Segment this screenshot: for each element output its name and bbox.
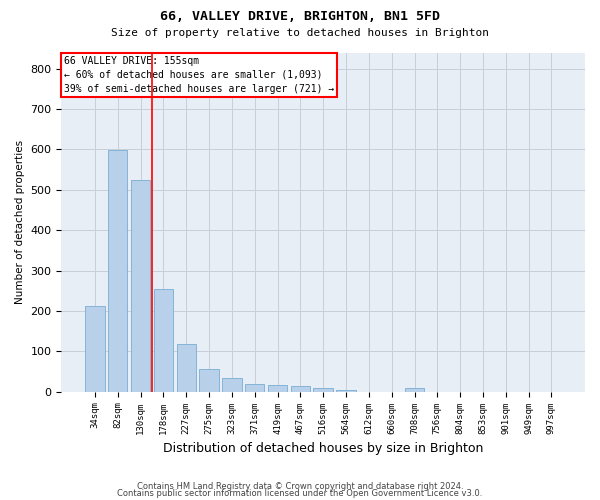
X-axis label: Distribution of detached houses by size in Brighton: Distribution of detached houses by size … (163, 442, 484, 455)
Bar (337, 390, 356, 392)
Bar (222, 378, 242, 392)
Bar (131, 180, 150, 392)
Y-axis label: Number of detached properties: Number of detached properties (15, 140, 25, 304)
Text: Size of property relative to detached houses in Brighton: Size of property relative to detached ho… (111, 28, 489, 38)
Text: Contains public sector information licensed under the Open Government Licence v3: Contains public sector information licen… (118, 489, 482, 498)
Bar (199, 370, 219, 392)
Bar (176, 344, 196, 392)
Bar (245, 384, 265, 392)
Text: 66, VALLEY DRIVE, BRIGHTON, BN1 5FD: 66, VALLEY DRIVE, BRIGHTON, BN1 5FD (160, 10, 440, 23)
Bar (313, 388, 333, 392)
Bar (405, 388, 424, 392)
Bar (108, 150, 127, 392)
Text: 66 VALLEY DRIVE: 155sqm
← 60% of detached houses are smaller (1,093)
39% of semi: 66 VALLEY DRIVE: 155sqm ← 60% of detache… (64, 56, 334, 94)
Bar (290, 386, 310, 392)
Text: Contains HM Land Registry data © Crown copyright and database right 2024.: Contains HM Land Registry data © Crown c… (137, 482, 463, 491)
Bar (154, 288, 173, 392)
Bar (268, 385, 287, 392)
Bar (85, 306, 104, 392)
